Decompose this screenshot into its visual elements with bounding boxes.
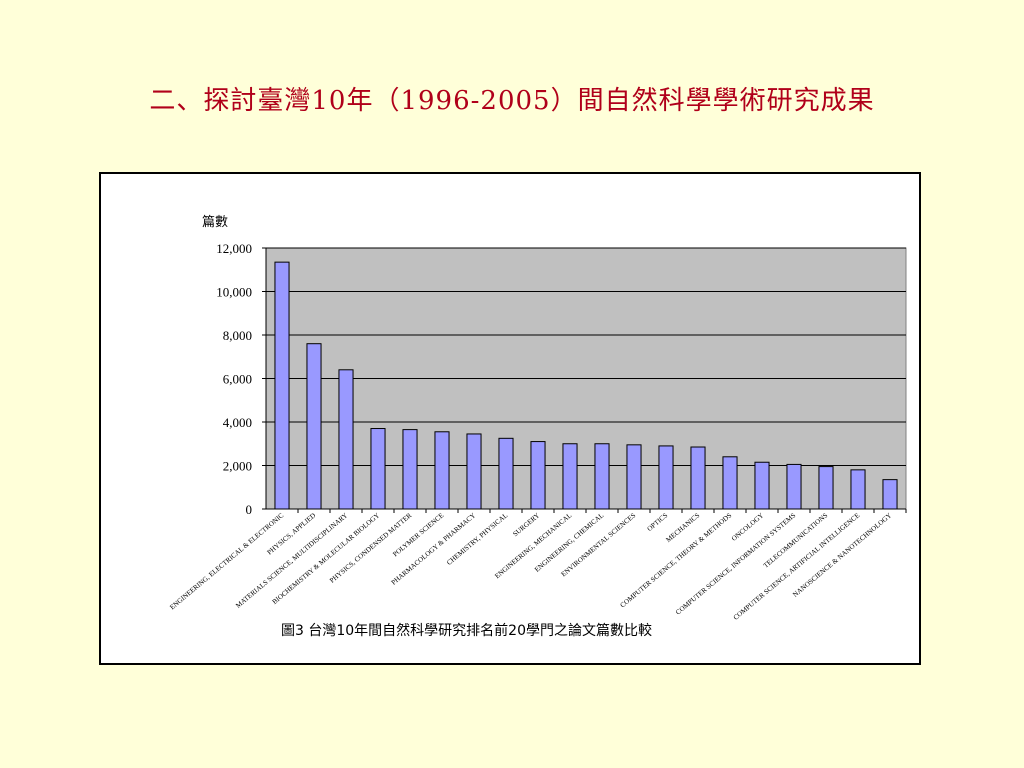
y-axis-label: 篇數 bbox=[202, 215, 228, 230]
bar bbox=[498, 437, 514, 510]
slide-title: 二、探討臺灣10年（1996-2005）間自然科學學術研究成果 bbox=[149, 86, 875, 116]
bar bbox=[594, 443, 610, 510]
y-tick-label: 0 bbox=[246, 502, 253, 517]
y-tick-label: 4,000 bbox=[223, 415, 252, 430]
chart-caption: 圖3 台灣10年間自然科學研究排名前20學門之論文篇數比較 bbox=[281, 622, 652, 639]
x-tick-label: COMPUTER SCIENCE, INFORMATION SYSTEMS bbox=[674, 511, 797, 616]
bar bbox=[786, 463, 802, 510]
bar bbox=[370, 428, 386, 510]
x-tick-label: SURGERY bbox=[511, 511, 541, 538]
x-tick-label: COMPUTER SCIENCE, THEORY & METHODS bbox=[619, 511, 734, 609]
bar bbox=[690, 446, 706, 510]
bar bbox=[818, 466, 834, 510]
bar bbox=[722, 456, 738, 510]
bar bbox=[754, 461, 770, 510]
bar bbox=[338, 369, 354, 510]
bar bbox=[274, 261, 290, 510]
bar bbox=[466, 433, 482, 510]
y-tick-label: 2,000 bbox=[223, 459, 252, 474]
x-tick-label: MATERIALS SCIENCE, MULTIDISCIPLINARY bbox=[234, 511, 349, 609]
chart-frame: 篇數 圖3 台灣10年間自然科學研究排名前20學門之論文篇數比較 0 2,000 4… bbox=[99, 172, 921, 665]
bar bbox=[658, 445, 674, 510]
bar bbox=[562, 443, 578, 510]
bar bbox=[850, 469, 866, 510]
bar bbox=[882, 479, 898, 510]
bar-chart: 篇數 圖3 台灣10年間自然科學研究排名前20學門之論文篇數比較 0 2,000 4… bbox=[168, 215, 907, 639]
x-tick-label: ENGINEERING, ELECTRICAL & ELECTRONIC bbox=[168, 511, 285, 611]
x-tick-label: CHEMISTRY, PHYSICAL bbox=[445, 511, 509, 567]
bar bbox=[530, 441, 546, 510]
x-tick-label: OPTICS bbox=[646, 511, 670, 533]
bar bbox=[434, 431, 450, 510]
y-tick-label: 6,000 bbox=[223, 372, 252, 387]
bar bbox=[306, 343, 322, 510]
y-tick-label: 10,000 bbox=[216, 285, 252, 300]
y-tick-label: 12,000 bbox=[216, 241, 252, 256]
bar bbox=[626, 444, 642, 510]
bar bbox=[402, 429, 418, 510]
y-tick-label: 8,000 bbox=[223, 328, 252, 343]
